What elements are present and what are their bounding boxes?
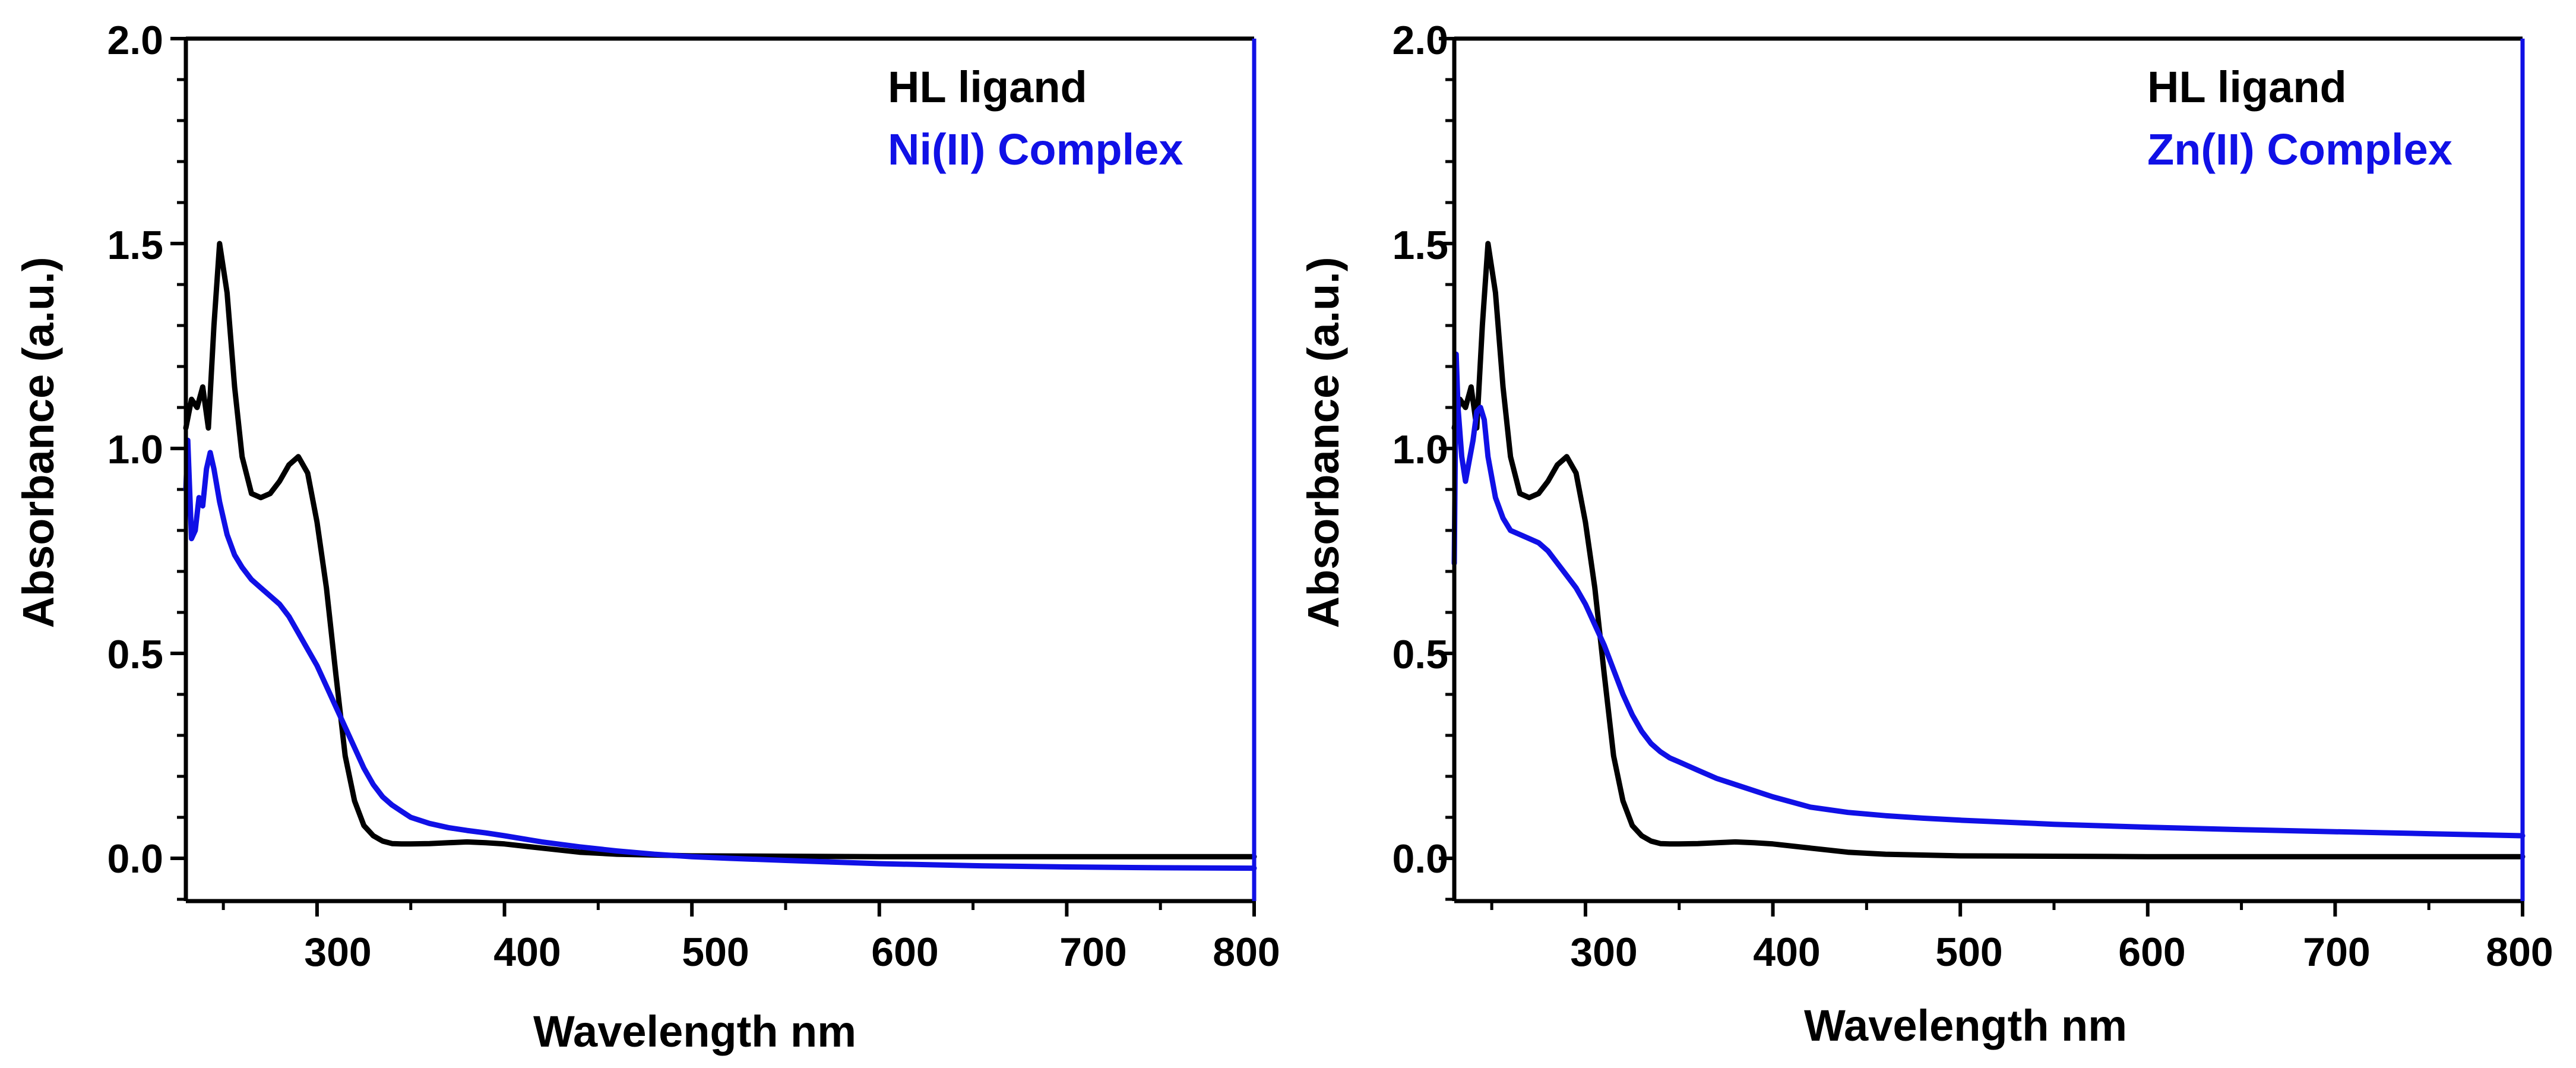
right-xtick-label: 500: [1935, 930, 2002, 975]
right-xtick-label: 800: [2486, 930, 2553, 975]
left-xtick-label: 600: [871, 930, 938, 975]
left-legend: HL ligand Ni(II) Complex: [888, 62, 1183, 174]
right-panel: 0.0 0.5 1.0 1.5 2.0 300 400 500 600 700 …: [1299, 18, 2553, 1050]
right-series-group: [1451, 241, 2526, 860]
left-xtick-label: 300: [304, 930, 371, 975]
right-legend-ligand: HL ligand: [2147, 62, 2347, 112]
left-ni-complex-line: [183, 437, 1257, 871]
right-legend: HL ligand Zn(II) Complex: [2147, 62, 2452, 174]
left-ytick-label: 2.0: [107, 18, 163, 63]
right-x-axis-title: Wavelength nm: [1804, 1001, 2127, 1050]
left-y-axis-title: Absorbance (a.u.): [14, 257, 63, 628]
right-hl-ligand-line: [1451, 241, 2526, 860]
right-ytick-label: 1.0: [1392, 427, 1448, 472]
right-xtick-label: 700: [2303, 930, 2370, 975]
right-ytick-label: 0.0: [1392, 836, 1448, 881]
right-ytick-label: 1.5: [1392, 223, 1448, 268]
left-ytick-label: 1.5: [107, 223, 163, 268]
right-x-tick-labels: 300 400 500 600 700 800: [1570, 930, 2553, 975]
left-ytick-label: 1.0: [107, 427, 163, 472]
left-y-tick-labels: 0.0 0.5 1.0 1.5 2.0: [107, 18, 163, 881]
right-legend-complex: Zn(II) Complex: [2147, 125, 2452, 174]
right-zn-complex-line: [1451, 351, 2526, 839]
left-legend-complex: Ni(II) Complex: [888, 125, 1183, 174]
left-series-group: [183, 241, 1257, 871]
left-x-tick-labels: 300 400 500 600 700 800: [304, 930, 1280, 975]
left-legend-ligand: HL ligand: [888, 62, 1087, 112]
left-xtick-label: 400: [493, 930, 561, 975]
right-xtick-label: 600: [2118, 930, 2185, 975]
right-y-tick-labels: 0.0 0.5 1.0 1.5 2.0: [1392, 18, 1448, 881]
left-hl-ligand-line: [183, 241, 1257, 860]
right-ytick-label: 0.5: [1392, 632, 1448, 677]
left-xtick-label: 800: [1213, 930, 1280, 975]
left-x-axis-title: Wavelength nm: [533, 1007, 856, 1056]
left-xtick-label: 500: [682, 930, 749, 975]
left-panel: 0.0 0.5 1.0 1.5 2.0 300 400 500 600 700 …: [14, 18, 1280, 1056]
left-ytick-label: 0.0: [107, 836, 163, 881]
right-y-axis-title: Absorbance (a.u.): [1299, 257, 1348, 628]
right-ytick-label: 2.0: [1392, 18, 1448, 63]
right-xtick-label: 300: [1570, 930, 1637, 975]
left-xtick-label: 700: [1059, 930, 1126, 975]
left-ytick-label: 0.5: [107, 632, 163, 677]
right-xtick-label: 400: [1753, 930, 1820, 975]
